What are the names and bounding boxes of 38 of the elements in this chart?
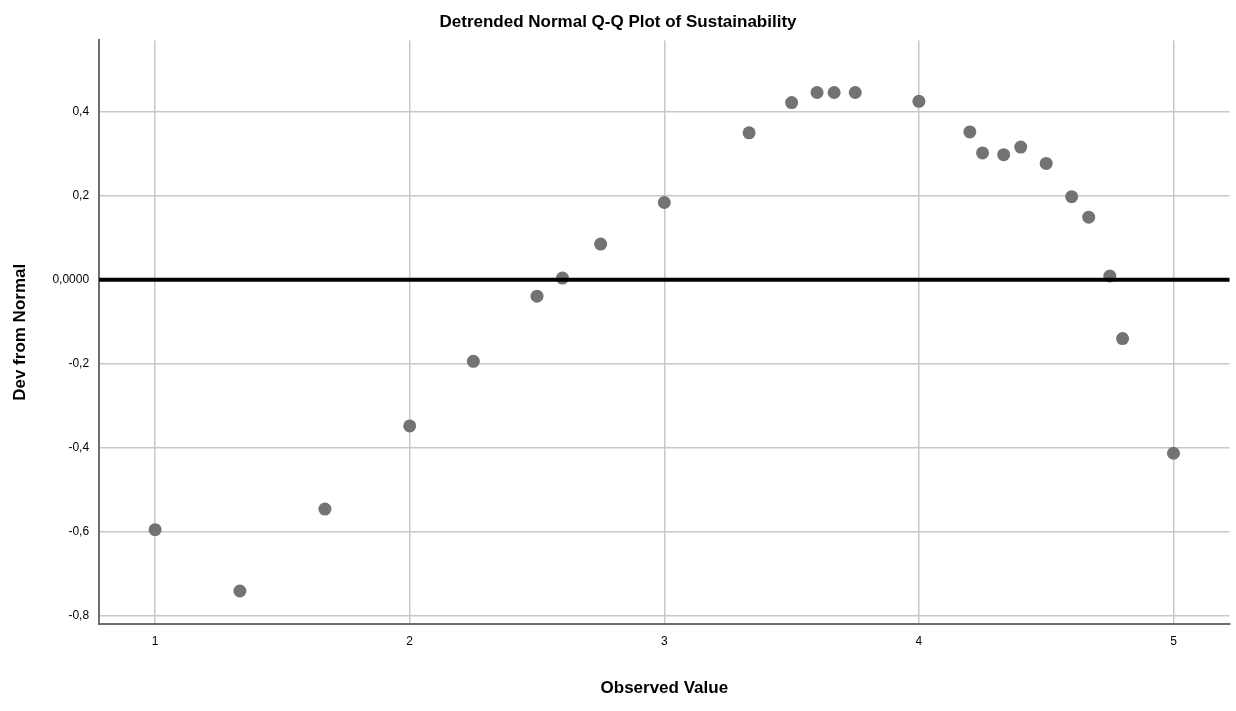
chart-title: Detrended Normal Q-Q Plot of Sustainability — [439, 11, 798, 31]
y-tick-label: 0,0000 — [52, 272, 90, 287]
y-tick-label: -0,8 — [68, 608, 90, 623]
x-axis-title: Observed Value — [600, 678, 729, 698]
point — [466, 354, 480, 368]
point — [827, 85, 841, 99]
point — [1116, 332, 1130, 346]
point — [810, 85, 824, 99]
point — [742, 126, 756, 140]
point — [785, 96, 799, 110]
y-axis-title: Dev from Normal — [9, 263, 29, 401]
point — [1082, 210, 1096, 224]
y-tick-label: -0,6 — [68, 524, 90, 539]
point — [848, 85, 862, 99]
x-tick-label: 2 — [406, 633, 414, 648]
point — [530, 289, 544, 303]
point — [594, 237, 608, 251]
point — [963, 125, 977, 139]
point — [997, 148, 1011, 162]
point — [976, 146, 990, 160]
y-tick-label: 0,4 — [72, 104, 90, 119]
point — [1039, 156, 1053, 170]
x-tick-label: 3 — [660, 633, 668, 648]
x-tick-label: 5 — [1170, 633, 1178, 648]
x-tick-label: 4 — [915, 633, 923, 648]
point — [403, 419, 417, 433]
point — [1014, 140, 1028, 154]
point — [1065, 190, 1079, 204]
y-tick-label: -0,2 — [68, 356, 90, 371]
point — [657, 196, 671, 210]
point — [148, 523, 162, 537]
point — [912, 94, 926, 108]
point — [1166, 446, 1180, 460]
y-tick-label: 0,2 — [72, 188, 90, 203]
point — [233, 584, 247, 598]
x-tick-label: 1 — [151, 633, 159, 648]
point — [318, 502, 332, 516]
y-tick-label: -0,4 — [68, 440, 90, 455]
